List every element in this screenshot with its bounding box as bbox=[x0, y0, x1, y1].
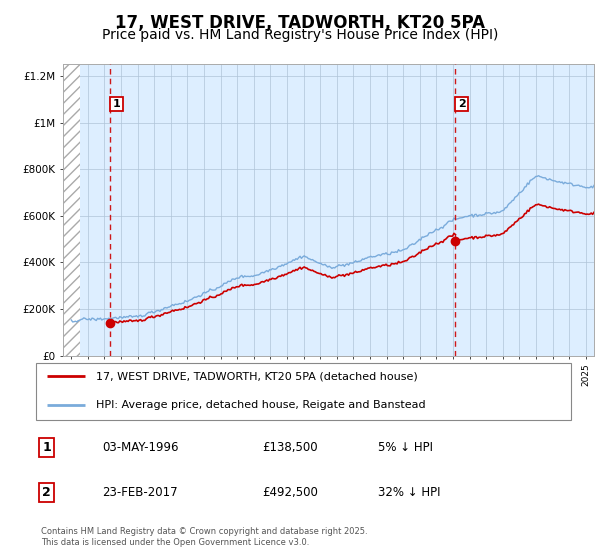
Bar bbox=[63, 64, 80, 356]
Text: 5% ↓ HPI: 5% ↓ HPI bbox=[378, 441, 433, 454]
Text: 2: 2 bbox=[458, 99, 466, 109]
Text: 23-FEB-2017: 23-FEB-2017 bbox=[102, 486, 178, 499]
Text: 2: 2 bbox=[42, 486, 51, 499]
Text: £138,500: £138,500 bbox=[262, 441, 317, 454]
Text: 17, WEST DRIVE, TADWORTH, KT20 5PA (detached house): 17, WEST DRIVE, TADWORTH, KT20 5PA (deta… bbox=[96, 371, 418, 381]
Text: £492,500: £492,500 bbox=[262, 486, 318, 499]
Text: 1: 1 bbox=[42, 441, 51, 454]
FancyBboxPatch shape bbox=[35, 363, 571, 419]
Text: 32% ↓ HPI: 32% ↓ HPI bbox=[378, 486, 440, 499]
Text: 17, WEST DRIVE, TADWORTH, KT20 5PA: 17, WEST DRIVE, TADWORTH, KT20 5PA bbox=[115, 14, 485, 32]
Text: HPI: Average price, detached house, Reigate and Banstead: HPI: Average price, detached house, Reig… bbox=[96, 400, 426, 410]
Text: Contains HM Land Registry data © Crown copyright and database right 2025.
This d: Contains HM Land Registry data © Crown c… bbox=[41, 528, 368, 547]
Text: 03-MAY-1996: 03-MAY-1996 bbox=[102, 441, 178, 454]
Text: Price paid vs. HM Land Registry's House Price Index (HPI): Price paid vs. HM Land Registry's House … bbox=[102, 28, 498, 42]
Text: 1: 1 bbox=[113, 99, 121, 109]
